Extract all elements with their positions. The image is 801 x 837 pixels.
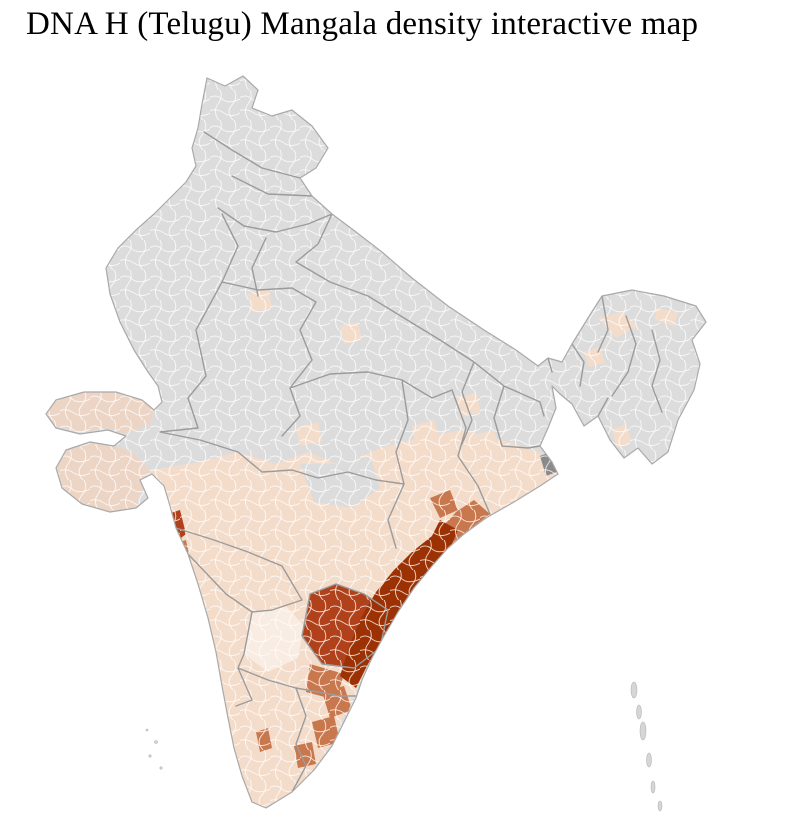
nicobar-island [646, 752, 652, 768]
nicobar-island [657, 800, 663, 812]
lakshadweep-island [148, 754, 152, 758]
coastline [45, 75, 707, 809]
andaman-island [636, 704, 642, 720]
andaman-island [639, 721, 647, 741]
page-title: DNA H (Telugu) Mangala density interacti… [26, 6, 699, 42]
lakshadweep-island [154, 740, 158, 744]
lakshadweep-island [159, 766, 163, 770]
andaman-island [630, 681, 638, 699]
lakshadweep-island [145, 728, 149, 732]
nicobar-island [650, 780, 656, 794]
islands-group[interactable] [145, 681, 663, 812]
